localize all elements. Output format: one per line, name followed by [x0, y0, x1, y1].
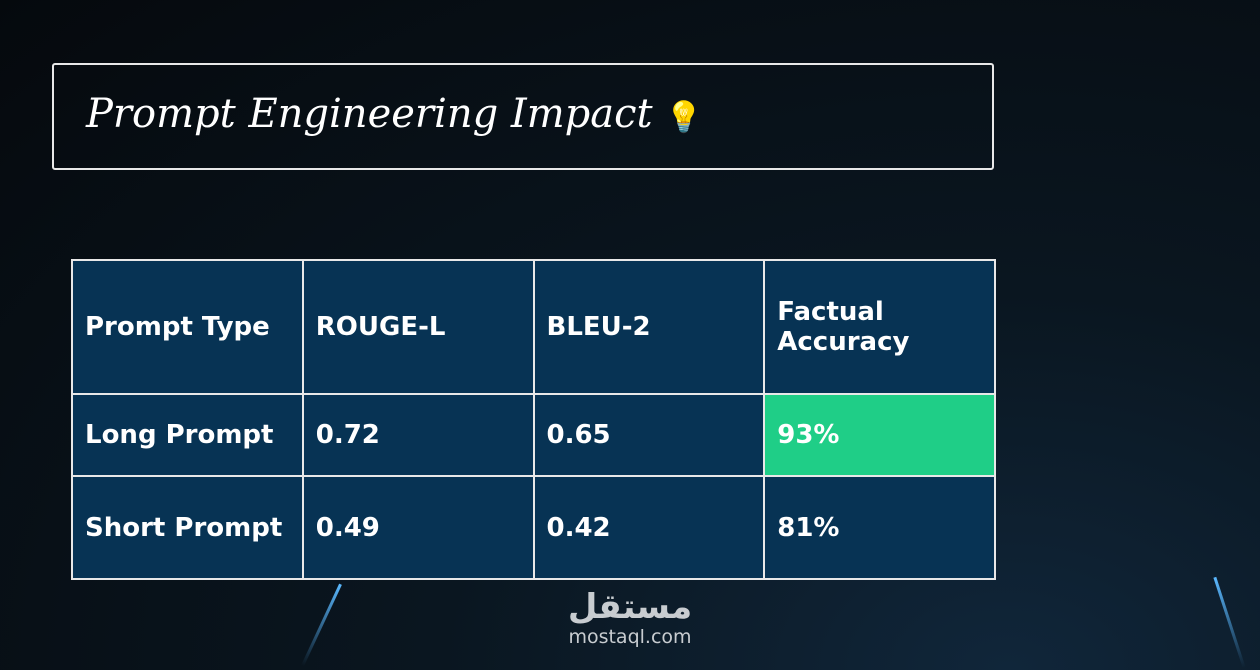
header-cell: ROUGE-L [301, 259, 535, 395]
results-table: Prompt Type ROUGE-L BLEU-2 Factual Accur… [71, 259, 996, 580]
cell: 0.42 [532, 475, 766, 580]
watermark: مستقل mostaql.com [550, 588, 710, 648]
light-beam [301, 583, 342, 667]
title-icon: 💡 [665, 100, 703, 135]
header-cell: Factual Accuracy [763, 259, 996, 395]
highlight-cell: 93% [763, 393, 996, 477]
row: Short Prompt 0.49 0.42 81% [71, 475, 996, 580]
light-beam [1213, 576, 1246, 669]
header-cell: Prompt Type [71, 259, 304, 395]
title-text: Prompt Engineering Impact [86, 91, 653, 137]
header-row: Prompt Type ROUGE-L BLEU-2 Factual Accur… [71, 259, 996, 395]
watermark-arabic: مستقل [567, 587, 693, 627]
row: Long Prompt 0.72 0.65 93% [71, 393, 996, 477]
cell: 0.65 [532, 393, 766, 477]
header-cell: BLEU-2 [532, 259, 766, 395]
cell: Short Prompt [71, 475, 304, 580]
title-box: Prompt Engineering Impact 💡 [52, 63, 994, 170]
cell: 0.49 [301, 475, 535, 580]
cell: 81% [763, 475, 996, 580]
watermark-latin: mostaql.com [568, 626, 692, 648]
cell: Long Prompt [71, 393, 304, 477]
cell: 0.72 [301, 393, 535, 477]
title: Prompt Engineering Impact 💡 [86, 91, 703, 137]
